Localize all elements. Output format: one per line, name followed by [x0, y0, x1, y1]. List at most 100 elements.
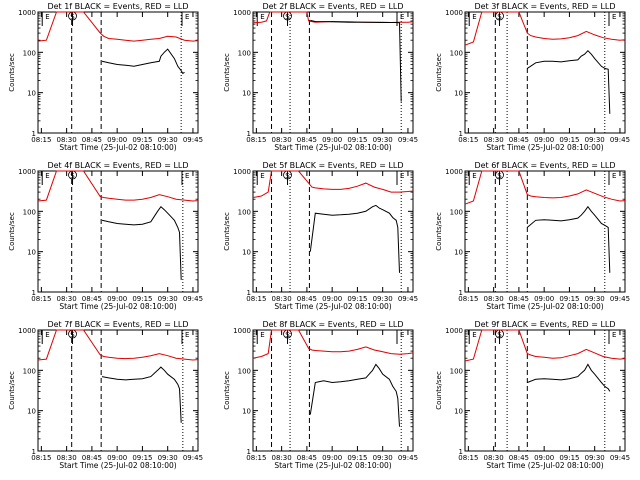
x-tick-label: 08:15 [31, 295, 51, 303]
x-tick-label: 08:15 [458, 454, 478, 462]
x-tick-label: 09:15 [132, 136, 152, 144]
marker-label: S [70, 331, 75, 339]
x-tick-label: 09:00 [107, 295, 127, 303]
chart-title: Det 4f BLACK = Events, RED = LLD [47, 161, 188, 170]
marker-label: E [400, 331, 404, 339]
x-tick-label: 08:45 [82, 136, 102, 144]
chart-panel-2: Det 2f BLACK = Events, RED = LLD 1 10 100 10… [223, 2, 418, 152]
x-tick-label: 09:45 [183, 136, 203, 144]
x-tick-label: 08:30 [57, 295, 77, 303]
series-lld-line [464, 329, 626, 362]
series-events-line [101, 48, 185, 75]
chart-title: Det 2f BLACK = Events, RED = LLD [262, 2, 403, 11]
y-tick-label: 100 [238, 49, 251, 57]
x-tick-label: 08:30 [57, 136, 77, 144]
x-tick-label: 09:45 [183, 454, 203, 462]
marker-label: E [612, 13, 616, 21]
marker-label: E [472, 172, 476, 180]
y-tick-label: 100 [23, 49, 36, 57]
series-lld-line [252, 170, 414, 198]
x-tick-label: 09:45 [610, 295, 630, 303]
x-axis-label: Start Time (25-Jul-02 08:10:00) [274, 302, 391, 311]
series-events-line [309, 204, 400, 273]
y-axis-label: Counts/sec [223, 212, 231, 251]
series-events-line [310, 19, 402, 102]
y-tick-label: 1 [32, 130, 36, 138]
y-tick-label: 10 [454, 408, 463, 416]
y-tick-label: 100 [23, 367, 36, 375]
marker-label: E [260, 13, 264, 21]
x-tick-label: 09:15 [559, 136, 579, 144]
x-tick-label: 09:30 [585, 295, 605, 303]
x-tick-label: 09:15 [559, 295, 579, 303]
y-axis-label: Counts/sec [223, 371, 231, 410]
x-axis-label: Start Time (25-Jul-02 08:10:00) [59, 302, 176, 311]
chart-panel-5: Det 5f BLACK = Events, RED = LLD 1 10 100 10… [223, 161, 418, 311]
marker-label: E [185, 172, 189, 180]
x-tick-label: 09:15 [347, 454, 367, 462]
x-tick-label: 09:30 [158, 136, 178, 144]
marker-label: S [285, 172, 290, 180]
x-tick-label: 09:00 [534, 295, 554, 303]
x-tick-label: 09:45 [610, 454, 630, 462]
x-tick-label: 08:30 [57, 454, 77, 462]
y-tick-label: 1000 [445, 9, 463, 17]
y-tick-label: 1 [247, 289, 251, 297]
x-tick-label: 09:00 [322, 295, 342, 303]
chart-title: Det 9f BLACK = Events, RED = LLD [474, 320, 615, 329]
plot-frame [252, 329, 414, 452]
y-tick-label: 100 [450, 367, 463, 375]
x-tick-label: 09:45 [398, 295, 418, 303]
x-tick-label: 08:15 [31, 454, 51, 462]
x-tick-label: 09:00 [107, 136, 127, 144]
marker-label: E [472, 331, 476, 339]
y-tick-label: 10 [242, 90, 251, 98]
y-tick-label: 10 [454, 90, 463, 98]
x-axis-label: Start Time (25-Jul-02 08:10:00) [486, 143, 603, 152]
x-tick-label: 09:30 [585, 136, 605, 144]
y-tick-label: 10 [27, 90, 36, 98]
x-tick-label: 09:15 [132, 295, 152, 303]
x-axis-label: Start Time (25-Jul-02 08:10:00) [486, 461, 603, 470]
x-tick-label: 08:15 [246, 295, 266, 303]
y-axis-label: Counts/sec [223, 53, 231, 92]
x-tick-label: 08:15 [458, 136, 478, 144]
x-tick-label: 09:30 [585, 454, 605, 462]
x-tick-label: 08:30 [484, 295, 504, 303]
y-tick-label: 1000 [233, 327, 251, 335]
x-tick-label: 08:45 [509, 136, 529, 144]
x-tick-label: 08:30 [272, 295, 292, 303]
y-tick-label: 1000 [18, 168, 36, 176]
series-lld-line [37, 170, 199, 202]
marker-label: S [285, 13, 290, 21]
x-axis-label: Start Time (25-Jul-02 08:10:00) [274, 461, 391, 470]
x-tick-label: 09:30 [373, 295, 393, 303]
series-lld-line [252, 11, 414, 24]
y-axis-label: Counts/sec [8, 212, 16, 251]
marker-label: S [70, 13, 75, 21]
y-tick-label: 100 [238, 367, 251, 375]
chart-title: Det 8f BLACK = Events, RED = LLD [262, 320, 403, 329]
marker-label: S [285, 331, 290, 339]
plot-frame [252, 11, 414, 134]
series-lld-line [37, 329, 199, 361]
x-tick-label: 09:00 [107, 454, 127, 462]
x-tick-label: 08:45 [82, 295, 102, 303]
x-tick-label: 09:15 [347, 295, 367, 303]
y-tick-label: 1 [459, 130, 463, 138]
y-tick-label: 1000 [233, 9, 251, 17]
chart-panel-9: Det 9f BLACK = Events, RED = LLD 1 10 100 10… [435, 320, 630, 470]
x-tick-label: 09:45 [183, 295, 203, 303]
chart-panel-7: Det 7f BLACK = Events, RED = LLD 1 10 100 10… [8, 320, 203, 470]
series-events-line [309, 363, 400, 427]
x-tick-label: 09:15 [347, 136, 367, 144]
y-axis-label: Counts/sec [435, 212, 443, 251]
y-tick-label: 1000 [233, 168, 251, 176]
x-tick-label: 08:45 [509, 454, 529, 462]
y-axis-label: Counts/sec [8, 53, 16, 92]
x-tick-label: 09:00 [534, 136, 554, 144]
series-lld-line [252, 329, 414, 359]
x-tick-label: 08:30 [484, 454, 504, 462]
y-axis-label: Counts/sec [8, 371, 16, 410]
x-tick-label: 08:30 [272, 454, 292, 462]
